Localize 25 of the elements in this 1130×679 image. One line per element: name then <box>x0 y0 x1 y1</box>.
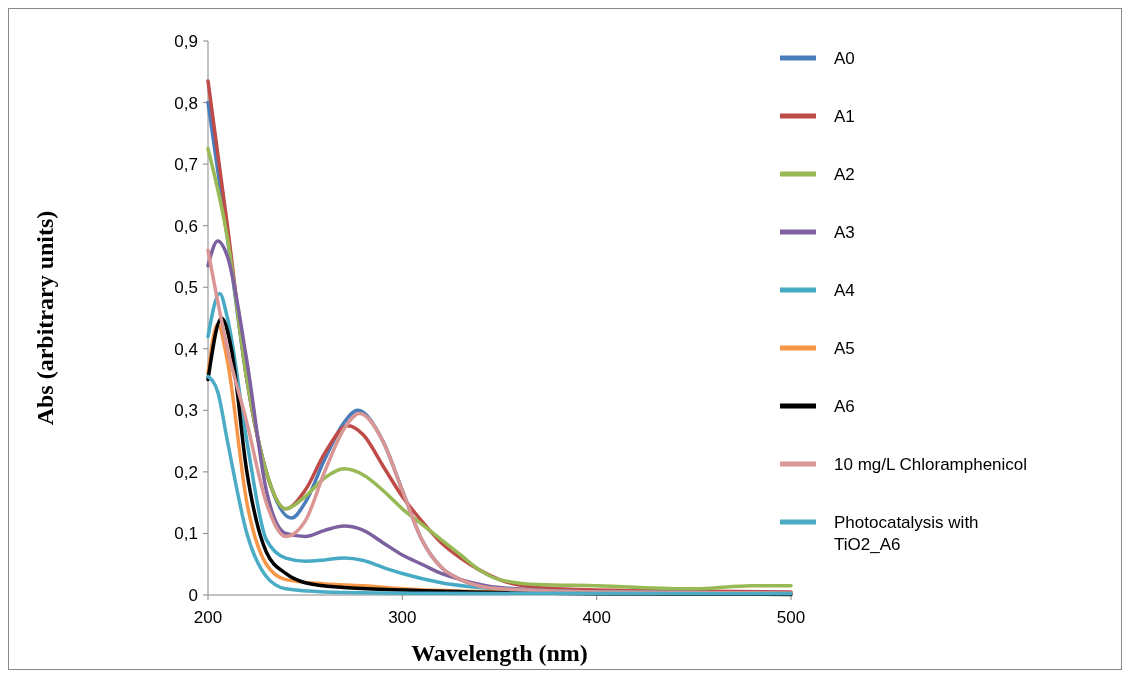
y-tick-label: 0,3 <box>174 401 198 421</box>
legend-label: A0 <box>834 48 855 68</box>
legend-label: A2 <box>834 164 855 184</box>
x-tick-label: 400 <box>582 608 611 627</box>
y-tick-label: 0,2 <box>174 462 198 482</box>
x-tick-label: 200 <box>193 608 223 627</box>
legend-label: A1 <box>834 106 855 126</box>
y-tick-label: 0,1 <box>174 524 198 544</box>
y-axis-title: Abs (arbitrary units) <box>32 210 58 426</box>
y-tick-label: 0,7 <box>174 155 198 175</box>
y-tick-label: 0,5 <box>174 278 198 298</box>
x-tick-label: 300 <box>388 608 417 627</box>
legend-label: Photocatalysis with TiO2_A6 <box>834 512 979 555</box>
legend-label: A4 <box>834 280 855 300</box>
legend-label: A3 <box>834 222 855 242</box>
y-tick-label: 0,4 <box>174 339 198 359</box>
y-tick-label: 0,8 <box>174 93 198 113</box>
legend-label: A5 <box>834 338 855 358</box>
legend-label: 10 mg/L Chloramphenicol <box>834 454 1028 474</box>
legend-label: A6 <box>834 396 855 416</box>
y-tick-label: 0,6 <box>174 216 198 236</box>
y-tick-label: 0,9 <box>174 31 198 51</box>
x-axis-title: Wavelength (nm) <box>411 640 588 666</box>
y-tick-label: 0 <box>188 585 198 605</box>
x-tick-label: 500 <box>776 608 806 627</box>
